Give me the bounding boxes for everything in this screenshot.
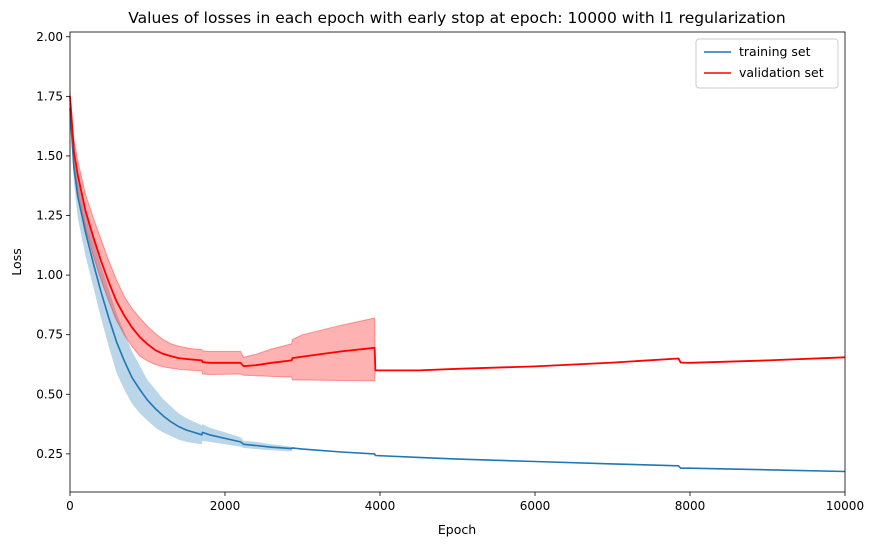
y-tick-label: 1.50 [36, 149, 63, 163]
series-lines [69, 96, 846, 473]
y-tick-label: 1.00 [36, 268, 63, 282]
line-training-set [69, 108, 846, 473]
x-axis: 0 2000 4000 6000 8000 10000 [66, 492, 864, 513]
y-tick-label: 2.00 [36, 30, 63, 44]
chart-title: Values of losses in each epoch with earl… [128, 9, 785, 27]
y-tick-label: 0.50 [36, 387, 63, 401]
legend-label-validation: validation set [739, 65, 824, 80]
x-axis-label: Epoch [438, 522, 476, 537]
y-tick-label: 0.25 [36, 447, 63, 461]
x-tick-label: 10000 [826, 499, 864, 513]
x-tick-label: 6000 [520, 499, 551, 513]
y-tick-label: 0.75 [36, 328, 63, 342]
legend-box [695, 38, 839, 89]
x-tick-label: 0 [66, 499, 74, 513]
y-tick-label: 1.25 [36, 209, 63, 223]
x-tick-label: 2000 [210, 499, 241, 513]
y-axis: 0.25 0.50 0.75 1.00 1.25 1.50 1.75 2.00 [36, 30, 70, 461]
x-tick-label: 4000 [365, 499, 396, 513]
y-axis-label: Loss [9, 248, 24, 275]
plot-background [70, 32, 845, 492]
x-tick-label: 8000 [675, 499, 706, 513]
legend-label-training: training set [739, 44, 811, 59]
plot-area [69, 31, 846, 493]
y-tick-label: 1.75 [36, 89, 63, 103]
plot-frame [69, 31, 846, 493]
line-validation-set [69, 96, 846, 372]
legend: training set validation set [695, 38, 839, 89]
